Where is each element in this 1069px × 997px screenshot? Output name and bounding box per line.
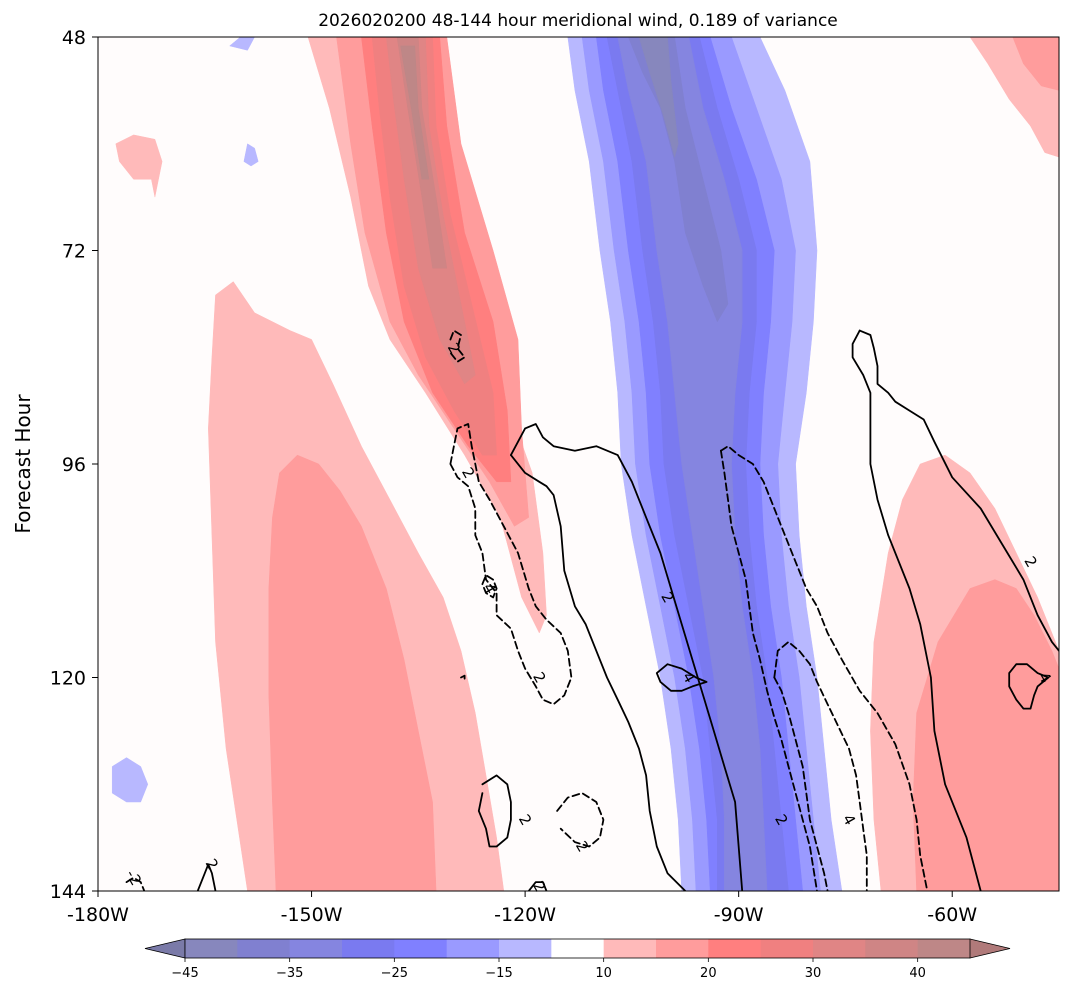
colorbar-segment <box>446 939 500 958</box>
colorbar-tick-label: −45 <box>171 966 198 981</box>
colorbar-segment <box>603 939 657 958</box>
colorbar-tick-label: 30 <box>805 966 822 981</box>
x-axis: -180W -150W -120W -90W -60W <box>67 891 977 926</box>
blue-blob-north <box>229 37 255 51</box>
contour-line-negative <box>720 445 929 891</box>
colorbar: −45 −35 −25 −15 10 20 30 40 <box>144 938 1011 981</box>
contour-line-positive <box>1008 663 1050 710</box>
red-band-west <box>400 45 430 180</box>
contour-line-negative <box>481 574 498 599</box>
colorbar-segment <box>551 939 605 958</box>
y-tick-label: 48 <box>62 27 86 49</box>
x-tick-label: -60W <box>927 904 977 926</box>
contour-line-positive <box>477 774 512 848</box>
contour-line-negative <box>720 449 818 891</box>
contour-line-negative <box>556 792 605 848</box>
colorbar-tick-label: 10 <box>595 966 612 981</box>
blue-band <box>638 37 679 159</box>
y-tick-label: 144 <box>50 881 86 903</box>
colorbar-segment <box>760 939 814 958</box>
contour-line-negative <box>449 423 573 706</box>
y-tick-label: 120 <box>50 668 86 690</box>
filled-contours <box>111 37 1059 891</box>
contour-line-negative <box>773 676 829 891</box>
colorbar-segment <box>342 939 395 958</box>
y-axis: 48 72 96 120 144 <box>50 27 98 903</box>
y-tick-label: 96 <box>62 454 86 476</box>
contour-line-negative <box>773 641 868 891</box>
x-tick-label: -180W <box>67 904 129 926</box>
colorbar-segment <box>708 939 762 958</box>
colorbar-segment <box>394 939 448 958</box>
colorbar-tick-label: −15 <box>485 966 512 981</box>
red-blob-northwest <box>115 134 163 198</box>
y-tick-label: 72 <box>62 241 86 263</box>
contour-lines <box>125 329 1059 891</box>
blue-band <box>628 37 729 323</box>
x-tick-label: -90W <box>714 904 764 926</box>
colorbar-segment <box>813 939 866 958</box>
contour-loop <box>510 454 687 891</box>
colorbar-frame <box>184 938 971 959</box>
colorbar-extend-low <box>144 938 186 959</box>
colorbar-segment <box>499 939 552 958</box>
colorbar-segment <box>656 939 709 958</box>
contour-line-positive <box>851 329 982 891</box>
x-tick-label: -150W <box>281 904 343 926</box>
colorbar-segment <box>917 939 971 958</box>
contour-line-positive <box>655 663 708 692</box>
colorbar-tick-label: 20 <box>700 966 717 981</box>
contour-line-negative <box>460 674 466 681</box>
contour-line-negative <box>125 876 146 891</box>
contour-line-positive <box>858 329 1059 652</box>
colorbar-segment <box>185 939 238 958</box>
colorbar-tick-label: 40 <box>909 966 926 981</box>
red-corner-northeast <box>1012 37 1059 91</box>
chart-title: 2026020200 48-144 hour meridional wind, … <box>318 11 838 31</box>
colorbar-tick-label: −35 <box>276 966 303 981</box>
x-tick-label: -120W <box>494 904 556 926</box>
red-broad-southwest <box>268 454 437 891</box>
colorbar-segment <box>865 939 919 958</box>
colorbar-segment <box>289 939 343 958</box>
blue-blob-small <box>243 143 259 167</box>
blue-band <box>617 37 768 891</box>
colorbar-segment <box>237 939 291 958</box>
contour-line-negative <box>449 329 466 363</box>
colorbar-tick-label: −25 <box>381 966 408 981</box>
y-axis-title: Forecast Hour <box>11 394 35 534</box>
red-band-east <box>912 579 1059 891</box>
blue-blob-west <box>111 757 149 803</box>
red-blob-small <box>272 668 295 696</box>
contour-line-positive <box>196 863 217 891</box>
contour-line-positive <box>510 423 744 891</box>
colorbar-extend-high <box>969 938 1011 959</box>
contour-line-positive <box>527 881 548 891</box>
